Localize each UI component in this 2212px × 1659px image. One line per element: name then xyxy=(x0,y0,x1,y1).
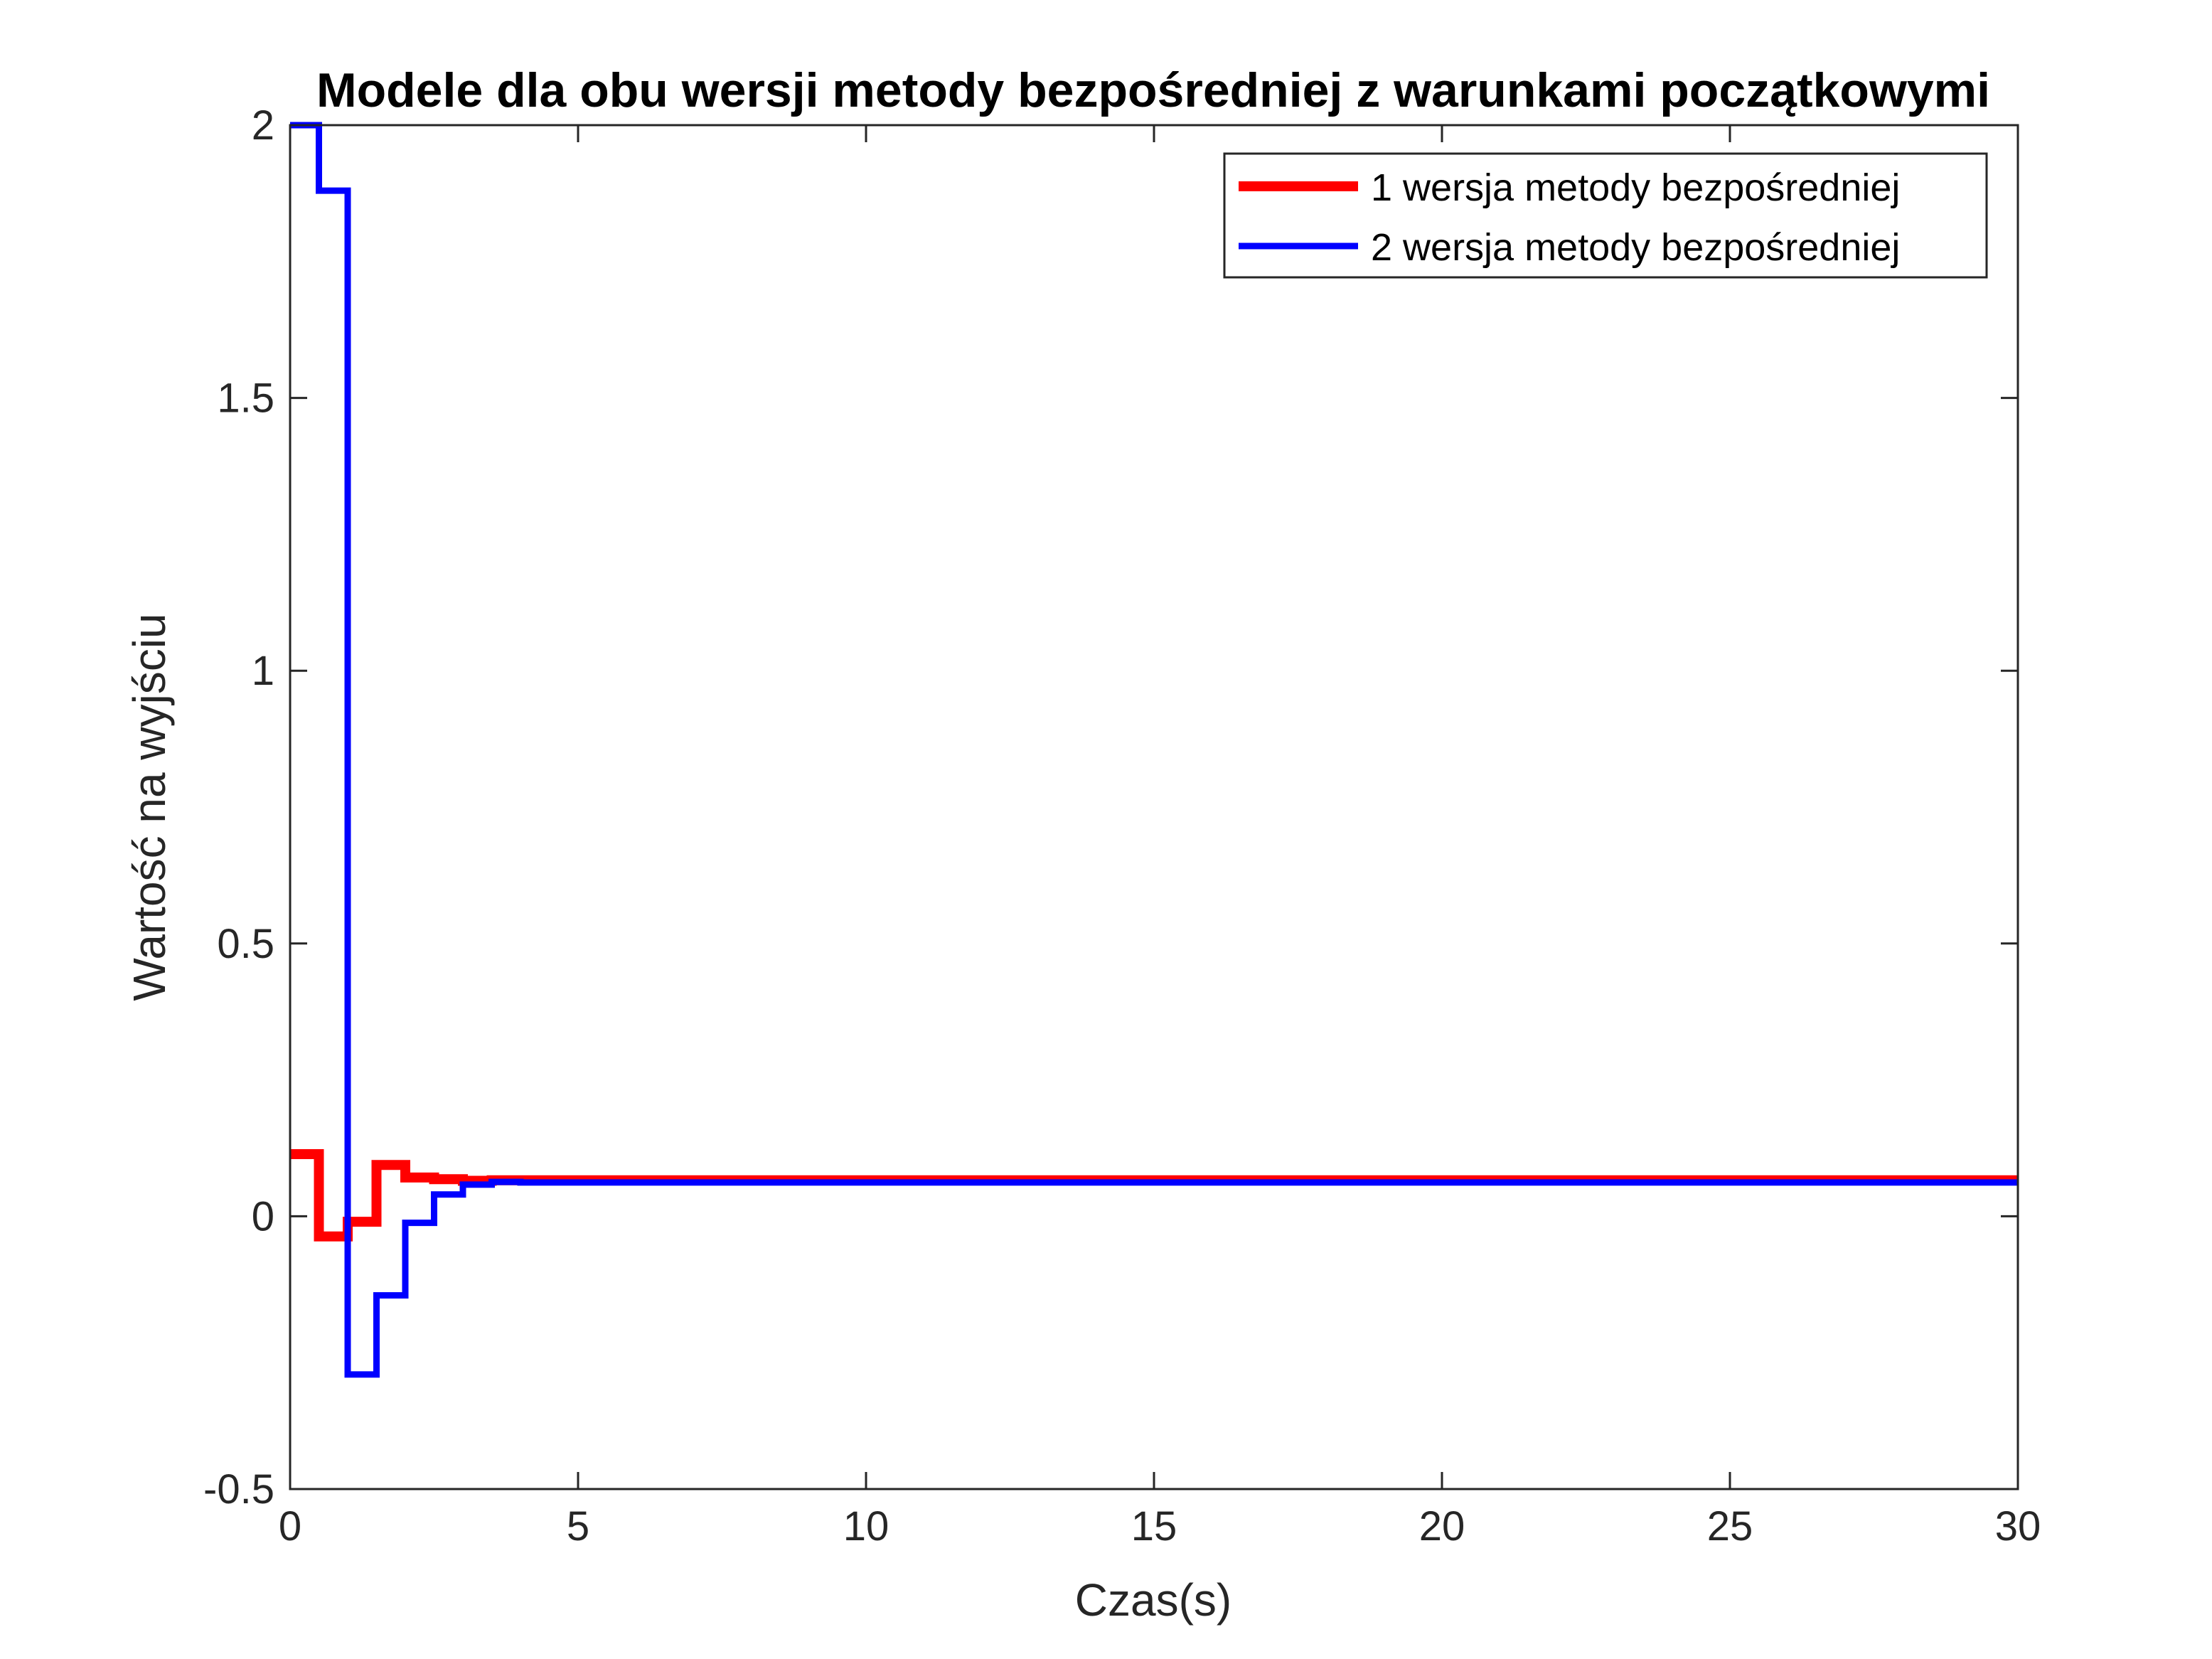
x-tick-label: 15 xyxy=(1131,1503,1177,1549)
y-tick-label: 1.5 xyxy=(217,375,274,422)
plot-area: 0 5 10 15 20 25 30-0.500.511.52 xyxy=(203,102,2041,1549)
x-tick-label: 0 xyxy=(279,1503,301,1549)
x-axis-label: Czas(s) xyxy=(1075,1574,1231,1626)
y-tick-label: 2 xyxy=(252,102,274,149)
y-tick-label: 1 xyxy=(252,648,274,694)
legend-box xyxy=(1223,152,1988,279)
x-tick-label: 30 xyxy=(1995,1503,2041,1549)
ticks-layer: 0 5 10 15 20 25 30-0.500.511.52 xyxy=(203,102,2041,1549)
legend-label-series-2: 2 wersja metody bezpośredniej xyxy=(1371,226,1900,269)
chart-title: Modele dla obu wersji metody bezpośredni… xyxy=(316,63,1990,117)
legend-label-series-1: 1 wersja metody bezpośredniej xyxy=(1371,166,1900,209)
series-layer xyxy=(290,122,2018,1378)
y-tick-label: 0 xyxy=(252,1193,274,1239)
y-tick-label: 0.5 xyxy=(217,921,274,967)
legend: 1 wersja metody bezpośredniej 2 wersja m… xyxy=(1223,152,1988,279)
axes-background xyxy=(290,125,2018,1489)
y-tick-label: -0.5 xyxy=(203,1466,274,1513)
y-axis-label: Wartość na wyjściu xyxy=(124,613,175,1001)
x-tick-label: 5 xyxy=(567,1503,589,1549)
x-tick-label: 10 xyxy=(843,1503,889,1549)
x-tick-label: 20 xyxy=(1419,1503,1465,1549)
series-line-2 xyxy=(290,122,2018,1378)
x-tick-label: 25 xyxy=(1707,1503,1753,1549)
